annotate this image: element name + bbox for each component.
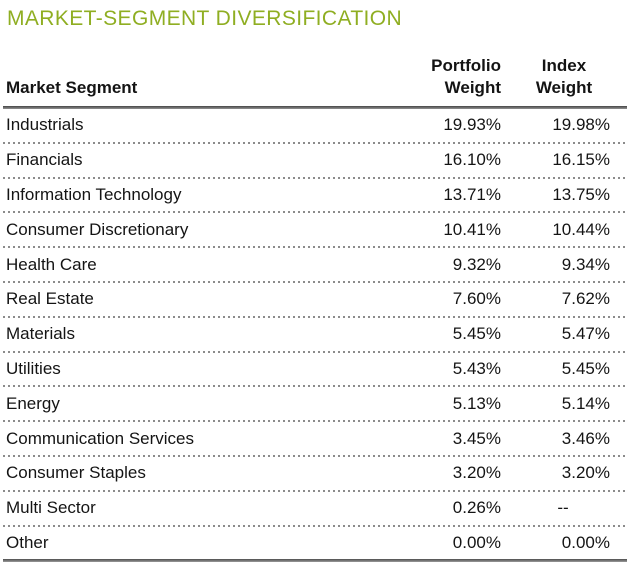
table-row: Information Technology 13.71% 13.75% <box>3 179 627 212</box>
segment-cell: Consumer Discretionary <box>6 219 189 239</box>
index-weight-cell: 3.20% <box>561 463 610 483</box>
index-weight-cell: 0.00% <box>561 532 610 552</box>
table-row: Consumer Staples 3.20% 3.20% <box>3 457 627 490</box>
table-row: Other 0.00% 0.00% <box>3 527 627 560</box>
header-rule <box>3 106 627 109</box>
index-weight-cell: 9.34% <box>561 254 610 274</box>
table-row: Materials 5.45% 5.47% <box>3 318 627 351</box>
portfolio-weight-cell: 3.20% <box>452 463 501 483</box>
portfolio-weight-cell: 16.10% <box>443 150 501 170</box>
portfolio-weight-cell: 3.45% <box>452 428 501 448</box>
portfolio-weight-cell: 9.32% <box>452 254 501 274</box>
portfolio-weight-cell: 5.13% <box>452 393 501 413</box>
row-separator <box>3 524 627 527</box>
table-row: Communication Services 3.45% 3.46% <box>3 422 627 455</box>
index-weight-cell: 10.44% <box>552 219 610 239</box>
segment-cell: Communication Services <box>6 428 195 448</box>
portfolio-weight-cell: 7.60% <box>452 289 501 309</box>
row-separator <box>3 420 627 423</box>
row-separator <box>3 246 627 249</box>
index-weight-cell: 5.45% <box>561 358 610 378</box>
table-row: Health Care 9.32% 9.34% <box>3 248 627 281</box>
segment-cell: Industrials <box>6 115 84 135</box>
segment-cell: Materials <box>6 324 75 344</box>
portfolio-weight-cell: 13.71% <box>443 184 501 204</box>
table-header: Market Segment Portfolio Weight Index We… <box>3 55 627 106</box>
row-separator <box>3 141 627 144</box>
segment-cell: Utilities <box>6 358 61 378</box>
col-header-index-weight: Index Weight <box>535 56 593 97</box>
col-header-market-segment: Market Segment <box>6 78 138 97</box>
segment-cell: Real Estate <box>6 289 94 309</box>
table-row: Consumer Discretionary 10.41% 10.44% <box>3 213 627 246</box>
bottom-rule <box>3 559 627 563</box>
index-weight-cell: -- <box>557 498 569 518</box>
row-separator <box>3 176 627 179</box>
table-row: Multi Sector 0.26% -- <box>3 492 627 525</box>
index-weight-cell: 19.98% <box>552 115 610 135</box>
col-header-portfolio-weight: Portfolio Weight <box>431 56 501 97</box>
row-separator <box>3 280 627 283</box>
market-segment-table: Market Segment Portfolio Weight Index We… <box>3 55 627 563</box>
table-body: Industrials 19.93% 19.98% Financials 16.10% 1… <box>3 109 627 559</box>
portfolio-weight-cell: 10.41% <box>443 219 501 239</box>
portfolio-weight-cell: 0.00% <box>452 532 501 552</box>
portfolio-weight-cell: 5.45% <box>452 324 501 344</box>
index-weight-cell: 5.14% <box>561 393 610 413</box>
table-row: Financials 16.10% 16.15% <box>3 144 627 177</box>
segment-cell: Energy <box>6 393 60 413</box>
segment-cell: Consumer Staples <box>6 463 146 483</box>
index-weight-cell: 7.62% <box>561 289 610 309</box>
segment-cell: Information Technology <box>6 184 182 204</box>
row-separator <box>3 454 627 457</box>
index-weight-cell: 13.75% <box>552 184 610 204</box>
row-separator <box>3 315 627 318</box>
segment-cell: Other <box>6 532 49 552</box>
segment-cell: Multi Sector <box>6 498 96 518</box>
portfolio-weight-cell: 5.43% <box>452 358 501 378</box>
table-row: Energy 5.13% 5.14% <box>3 387 627 420</box>
portfolio-weight-cell: 0.26% <box>452 498 501 518</box>
row-separator <box>3 489 627 492</box>
table-row: Industrials 19.93% 19.98% <box>3 109 627 142</box>
index-weight-cell: 16.15% <box>552 150 610 170</box>
segment-cell: Financials <box>6 150 83 170</box>
segment-cell: Health Care <box>6 254 97 274</box>
row-separator <box>3 385 627 388</box>
portfolio-weight-cell: 19.93% <box>443 115 501 135</box>
index-weight-cell: 5.47% <box>561 324 610 344</box>
index-weight-cell: 3.46% <box>561 428 610 448</box>
table-row: Real Estate 7.60% 7.62% <box>3 283 627 316</box>
row-separator <box>3 211 627 214</box>
row-separator <box>3 350 627 353</box>
page-title: MARKET-SEGMENT DIVERSIFICATION <box>7 7 403 30</box>
table-row: Utilities 5.43% 5.45% <box>3 353 627 386</box>
